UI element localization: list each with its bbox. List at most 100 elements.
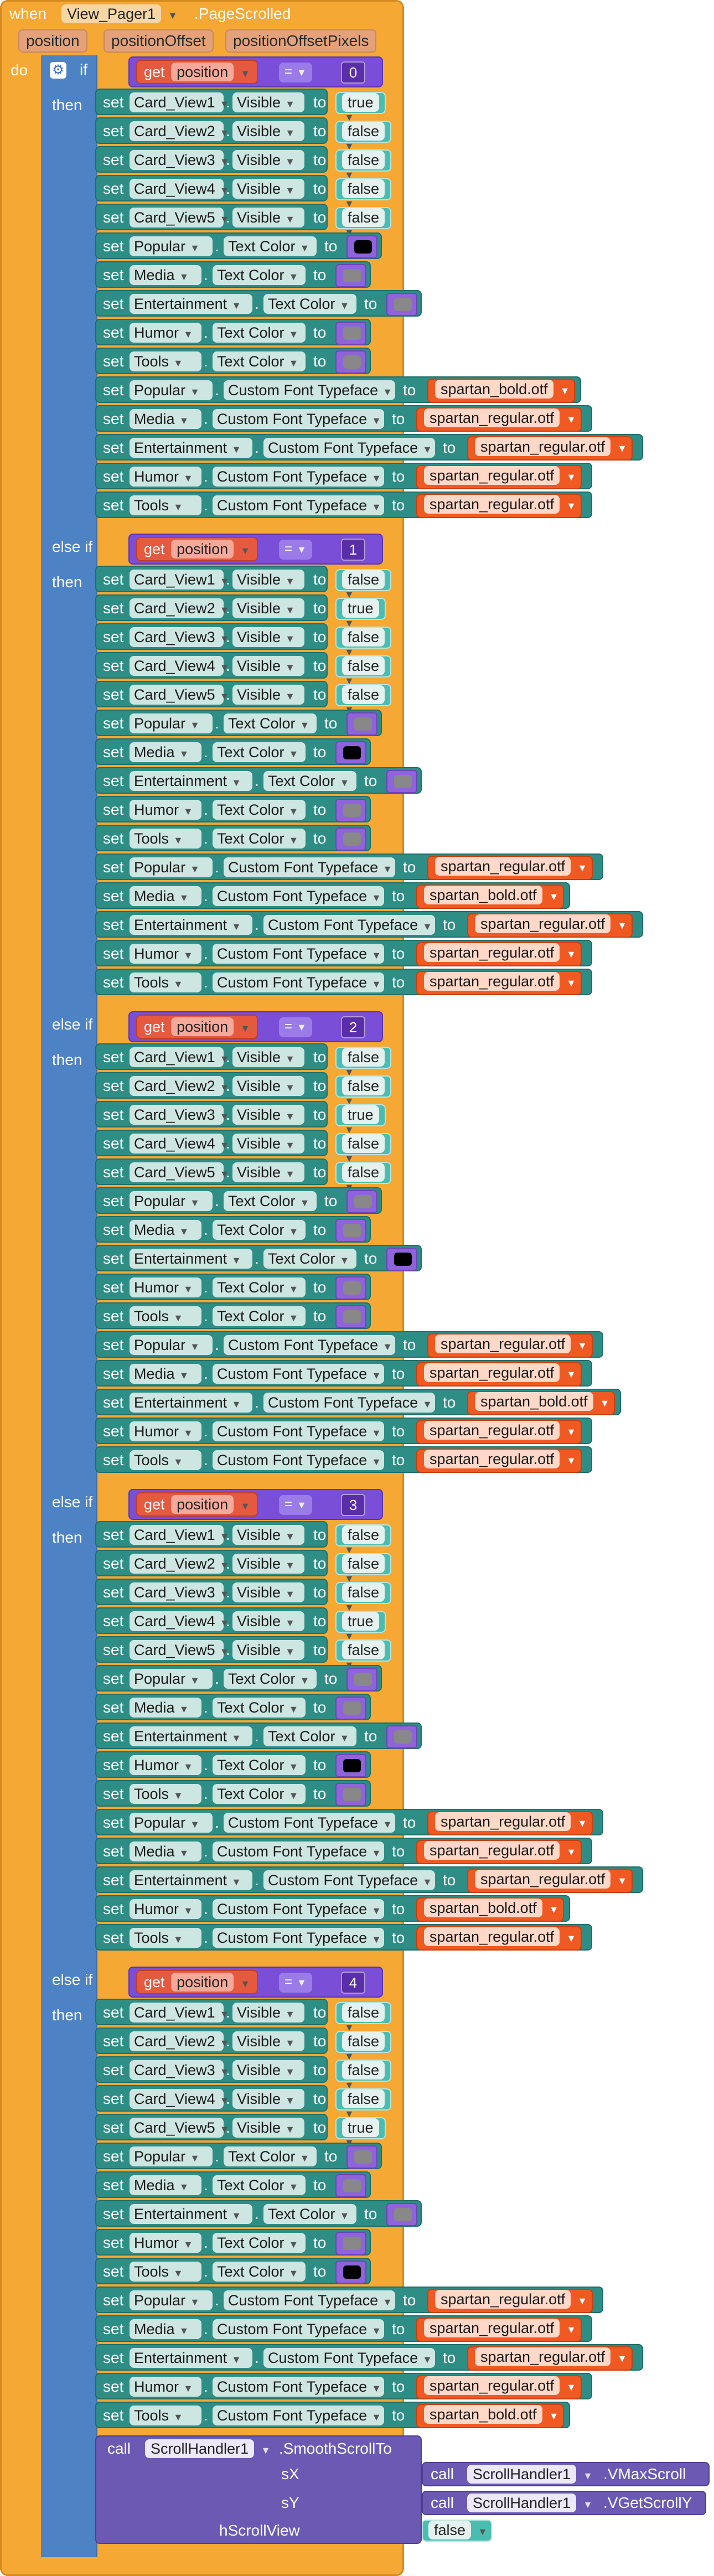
set-property-block[interactable]: set Card_View1 ▼. Visible ▼ to false▼ [95,1043,392,1078]
color-block-black[interactable] [386,1248,417,1271]
set-property-block[interactable]: set Card_View3 ▼. Visible ▼ to false▼ [95,623,392,658]
property-dropdown[interactable]: Text Color ▼ [213,1698,306,1718]
component-dropdown[interactable]: Entertainment ▼ [130,1870,252,1890]
component-dropdown[interactable]: Tools ▼ [130,2406,201,2425]
property-dropdown[interactable]: Visible ▼ [232,627,304,647]
method-component-dropdown[interactable]: ScrollHandler1 ▼ [465,2464,593,2486]
get-variable-block[interactable]: get position ▼ [136,1015,258,1039]
set-property-block[interactable]: set Card_View1 ▼. Visible ▼ to false▼ [95,1521,392,1555]
component-dropdown[interactable]: Popular ▼ [130,1669,213,1689]
set-property-block[interactable]: set Popular ▼. Text Color ▼ to [95,232,382,259]
property-dropdown[interactable]: Visible ▼ [232,1525,304,1545]
color-block-gray[interactable] [335,2232,366,2255]
color-block-gray[interactable] [335,827,366,851]
property-dropdown[interactable]: Custom Font Typeface ▼ [213,409,384,429]
boolean-block[interactable]: false▼ [335,1639,392,1670]
component-dropdown[interactable]: Popular ▼ [130,857,213,877]
property-dropdown[interactable]: Visible ▼ [232,208,304,227]
boolean-block[interactable]: false▼ [335,121,392,152]
set-property-block[interactable]: set Humor ▼. Text Color ▼ to [95,319,371,345]
text-block[interactable]: spartan_regular.otf ▼ [416,2375,582,2399]
component-dropdown[interactable]: Entertainment ▼ [130,438,252,458]
property-dropdown[interactable]: Custom Font Typeface ▼ [263,915,435,935]
set-property-block[interactable]: set Card_View1 ▼. Visible ▼ to false▼ [95,1999,392,2033]
set-property-block[interactable]: set Card_View5 ▼. Visible ▼ to false▼ [95,1158,392,1193]
set-property-block[interactable]: set Tools ▼. Text Color ▼ to [95,348,371,374]
text-block[interactable]: spartan_regular.otf ▼ [467,1869,633,1893]
compare-operator-dropdown[interactable]: = ▼ [279,1017,312,1037]
property-dropdown[interactable]: Visible ▼ [232,1047,304,1067]
property-dropdown[interactable]: Custom Font Typeface ▼ [224,2290,395,2310]
variable-dropdown[interactable]: position [171,540,234,558]
property-dropdown[interactable]: Text Color ▼ [213,742,306,762]
property-dropdown[interactable]: Visible ▼ [232,92,304,112]
component-dropdown[interactable]: Card_View2 ▼ [130,1076,229,1096]
color-block-gray[interactable] [346,712,377,736]
component-dropdown[interactable]: Media ▼ [130,886,201,906]
property-dropdown[interactable]: Custom Font Typeface ▼ [213,944,384,964]
boolean-block[interactable]: false▼ [335,207,392,238]
color-block-gray[interactable] [335,799,366,822]
color-block-gray[interactable] [335,264,366,287]
number-literal[interactable]: 4 [341,1972,365,1994]
number-literal[interactable]: 0 [341,61,365,84]
set-property-block[interactable]: set Media ▼. Text Color ▼ to [95,738,371,765]
component-dropdown[interactable]: Card_View4 ▼ [130,179,229,199]
text-block[interactable]: spartan_regular.otf ▼ [416,971,582,995]
color-block-gray[interactable] [386,1725,417,1749]
property-dropdown[interactable]: Text Color ▼ [213,2262,306,2282]
property-dropdown[interactable]: Text Color ▼ [213,323,306,343]
property-dropdown[interactable]: Visible ▼ [232,2118,304,2138]
property-dropdown[interactable]: Visible ▼ [232,685,304,705]
text-block[interactable]: spartan_regular.otf ▼ [416,1840,582,1864]
component-dropdown[interactable]: Humor ▼ [130,1755,201,1775]
property-dropdown[interactable]: Visible ▼ [232,1105,304,1125]
property-dropdown[interactable]: Visible ▼ [232,1554,304,1574]
boolean-block[interactable]: true▼ [335,2117,386,2148]
property-dropdown[interactable]: Visible ▼ [232,656,304,676]
component-dropdown[interactable]: Card_View1 ▼ [130,570,229,589]
set-property-block[interactable]: set Card_View2 ▼. Visible ▼ to false▼ [95,1072,392,1106]
number-literal[interactable]: 2 [341,1016,365,1038]
component-dropdown[interactable]: Popular ▼ [130,713,213,733]
property-dropdown[interactable]: Text Color ▼ [263,2204,356,2224]
property-dropdown[interactable]: Custom Font Typeface ▼ [213,1842,384,1861]
component-dropdown[interactable]: Entertainment ▼ [130,1249,252,1269]
call-getter-block[interactable]: call ScrollHandler1 ▼ .VMaxScroll [422,2462,710,2486]
component-dropdown[interactable]: Card_View1 ▼ [130,1047,229,1067]
property-dropdown[interactable]: Custom Font Typeface ▼ [213,1421,384,1441]
boolean-block[interactable]: false▼ [335,569,392,600]
component-dropdown[interactable]: Tools ▼ [130,1784,201,1804]
set-property-block[interactable]: set Media ▼. Text Color ▼ to [95,1216,371,1243]
set-property-block[interactable]: set Media ▼. Custom Font Typeface ▼ to spartan… [95,1838,592,1864]
set-property-block[interactable]: set Card_View4 ▼. Visible ▼ to false▼ [95,652,392,686]
component-dropdown[interactable]: Tools ▼ [130,2262,201,2282]
component-dropdown[interactable]: Card_View3 ▼ [130,627,229,647]
boolean-block[interactable]: false▼ [335,2060,392,2091]
boolean-block[interactable]: false▼ [335,1075,392,1106]
property-dropdown[interactable]: Visible ▼ [232,150,304,170]
text-block[interactable]: spartan_regular.otf ▼ [416,1420,582,1444]
set-property-block[interactable]: set Tools ▼. Custom Font Typeface ▼ to spartan… [95,2402,570,2428]
property-dropdown[interactable]: Visible ▼ [232,2003,304,2022]
component-dropdown[interactable]: Humor ▼ [130,800,201,820]
component-dropdown[interactable]: Card_View5 ▼ [130,1162,229,1182]
call-getter-block[interactable]: call ScrollHandler1 ▼ .VGetScrollY [422,2491,706,2515]
set-property-block[interactable]: set Humor ▼. Text Color ▼ to [95,796,371,823]
set-property-block[interactable]: set Media ▼. Text Color ▼ to [95,261,371,288]
text-block[interactable]: spartan_regular.otf ▼ [467,2346,633,2371]
component-dropdown[interactable]: Media ▼ [130,1698,201,1718]
property-dropdown[interactable]: Custom Font Typeface ▼ [224,380,395,400]
property-dropdown[interactable]: Custom Font Typeface ▼ [224,1813,395,1833]
gear-icon[interactable]: ⚙ [50,62,66,79]
set-property-block[interactable]: set Tools ▼. Custom Font Typeface ▼ to spartan… [95,969,592,995]
param-position-offset[interactable]: positionOffset [104,29,214,53]
property-dropdown[interactable]: Visible ▼ [232,1162,304,1182]
color-block-black[interactable] [335,741,366,764]
set-property-block[interactable]: set Tools ▼. Text Color ▼ to [95,2258,371,2284]
color-block-gray[interactable] [335,350,366,374]
boolean-block[interactable]: true▼ [335,1611,386,1642]
property-dropdown[interactable]: Text Color ▼ [213,265,306,285]
component-dropdown[interactable]: Media ▼ [130,742,201,762]
text-block[interactable]: spartan_bold.otf ▼ [416,1897,565,1922]
